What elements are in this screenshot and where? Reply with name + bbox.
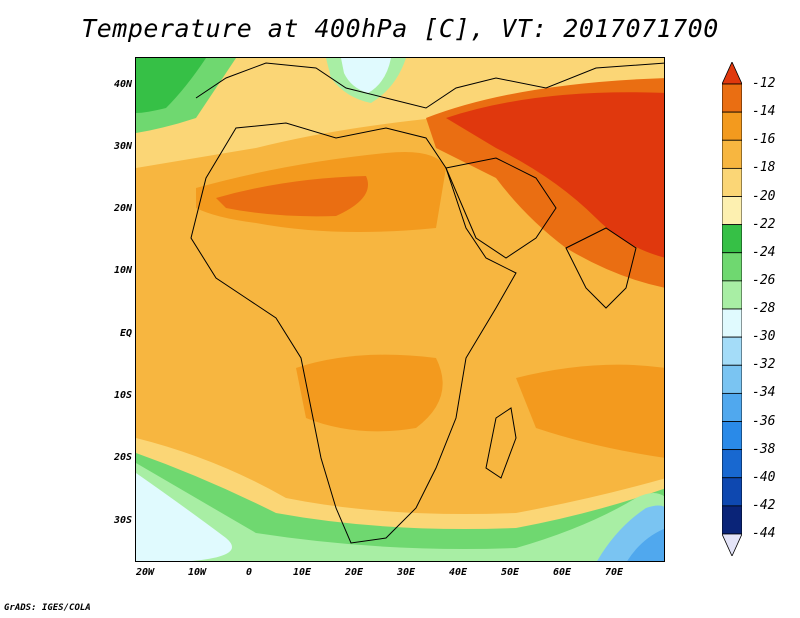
colorbar-bin — [722, 111, 742, 141]
colorbar-bin — [722, 224, 742, 254]
colorbar-bin — [722, 505, 742, 535]
map-title: Temperature at 400hPa [C], VT: 201707170… — [81, 14, 719, 43]
colorbar-label: -32 — [752, 357, 776, 373]
coastline-europe — [195, 62, 664, 109]
field-red-asia — [446, 92, 664, 258]
field-cyan-southwest — [136, 473, 232, 561]
colorbar-label: -42 — [752, 497, 776, 513]
colorbar-label: -16 — [752, 132, 776, 148]
lat-label: 20N — [113, 203, 132, 214]
colorbar-bin — [722, 252, 742, 282]
lon-label: 20E — [344, 567, 364, 578]
colorbar-label: -36 — [752, 413, 776, 429]
colorbar-bin — [722, 364, 742, 394]
coastline-arabia — [445, 157, 557, 259]
field-green-south — [136, 453, 664, 561]
lat-label: 10N — [113, 265, 132, 276]
colorbar-bin — [722, 308, 742, 338]
field-orange-indian — [516, 364, 664, 458]
colorbar-label: -28 — [752, 301, 776, 316]
colorbar-bin — [722, 280, 742, 310]
temperature-field — [136, 58, 664, 561]
lat-label: 30N — [113, 141, 132, 152]
lat-label: 30S — [113, 515, 132, 526]
field-green-dark — [136, 58, 206, 113]
lat-label: 40N — [113, 79, 132, 90]
colorbar-bin — [722, 449, 742, 479]
lon-label: 20W — [135, 567, 155, 578]
colorbar-label: -30 — [752, 329, 776, 345]
colorbar-label: -24 — [752, 244, 776, 260]
colorbar-label: -44 — [752, 526, 776, 541]
lat-label: 10S — [113, 390, 132, 401]
coastline-madagascar — [485, 407, 517, 479]
colorbar-label: -22 — [752, 216, 776, 232]
colorbar-label: -38 — [752, 441, 776, 457]
colorbar-bin — [722, 167, 742, 197]
lon-label: 60E — [552, 567, 572, 578]
lon-label: 50E — [500, 567, 520, 578]
lon-label: 0 — [245, 567, 253, 578]
colorbar-bin — [722, 392, 742, 422]
field-blue-southeast-core — [627, 528, 664, 561]
colorbar-label: -40 — [752, 469, 776, 485]
colorbar-bin — [722, 477, 742, 507]
colorbar-top-triangle — [722, 62, 742, 85]
colorbar — [722, 62, 742, 556]
coastline-africa — [190, 122, 517, 544]
colorbar-label: -12 — [752, 76, 776, 91]
colorbar-bin — [722, 139, 742, 169]
colorbar-bin — [722, 421, 742, 451]
lat-label: EQ — [119, 328, 132, 339]
colorbar-label: -14 — [752, 104, 776, 120]
colorbar-label: -18 — [752, 160, 776, 176]
colorbar-label: -26 — [752, 272, 776, 288]
lon-label: 10W — [187, 567, 207, 578]
colorbar-label: -34 — [752, 385, 776, 401]
lon-label: 70E — [604, 567, 624, 578]
colorbar-bin — [722, 83, 742, 113]
footer-credit: GrADS: IGES/COLA — [4, 603, 91, 613]
field-orange-central — [296, 354, 443, 432]
field-lightgreen-south — [136, 463, 664, 561]
field-cold-med-core — [341, 58, 391, 93]
map-panel — [135, 57, 665, 562]
colorbar-bottom-triangle — [722, 533, 742, 556]
lat-label: 20S — [113, 452, 132, 463]
lon-label: 30E — [396, 567, 416, 578]
colorbar-bin — [722, 196, 742, 226]
colorbar-bin — [722, 336, 742, 366]
lon-label: 10E — [292, 567, 312, 578]
field-red-sahara — [216, 176, 368, 217]
coastline-india — [565, 227, 637, 309]
lon-label: 40E — [448, 567, 468, 578]
colorbar-label: -20 — [752, 188, 776, 204]
